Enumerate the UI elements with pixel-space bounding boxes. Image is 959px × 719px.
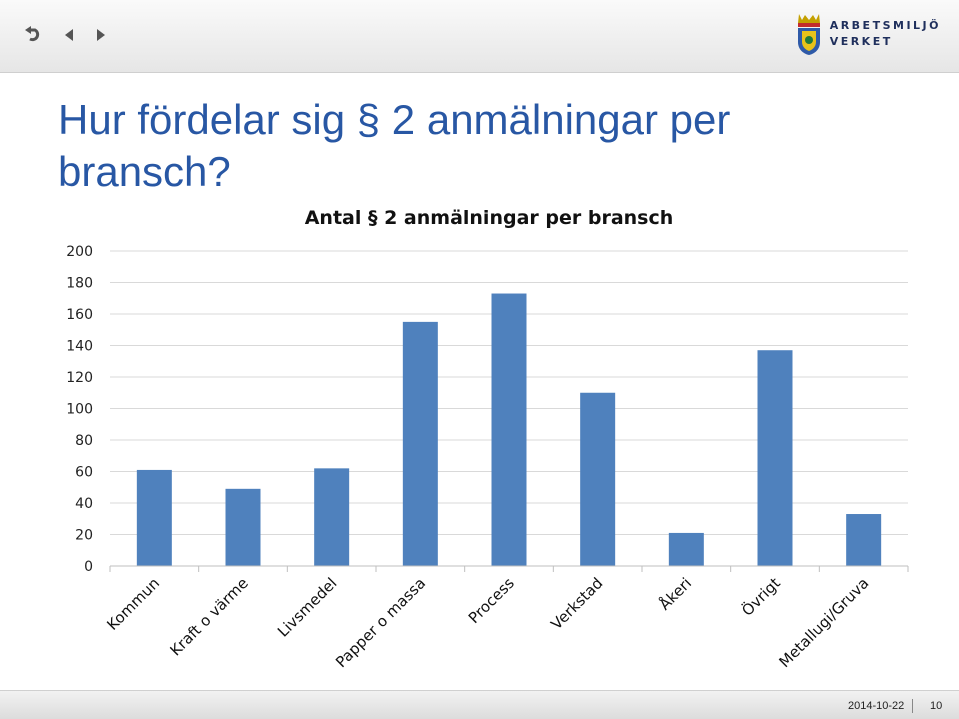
page-title-line2: bransch? [58, 148, 231, 195]
x-tick-label: Process [465, 574, 518, 627]
y-tick-label: 80 [75, 433, 93, 449]
bar [668, 532, 704, 566]
bar [402, 321, 438, 566]
bars [136, 293, 882, 566]
bar [846, 514, 882, 566]
y-tick-label: 20 [75, 528, 93, 544]
logo: ARBETSMILJÖ VERKET [794, 10, 941, 58]
y-axis: 0 20 40 60 80 100 120 140 160 180 200 [66, 244, 93, 575]
bar [580, 392, 616, 566]
x-tick-label: Kraft o värme [167, 574, 252, 659]
undo-icon[interactable] [22, 24, 44, 46]
y-tick-label: 0 [84, 559, 93, 575]
y-tick-label: 100 [66, 402, 93, 418]
page-number: 10 [930, 700, 943, 712]
chart-title: Antal § 2 anmälningar per bransch [305, 207, 674, 229]
previous-slide-button[interactable] [58, 24, 80, 46]
x-tick-label: Kommun [103, 574, 163, 634]
page-title: Hur fördelar sig § 2 anmälningar per bra… [58, 94, 818, 198]
x-tick-label: Övrigt [738, 573, 784, 619]
bar [136, 469, 172, 566]
toolbar: ARBETSMILJÖ VERKET [0, 0, 959, 73]
footer: 2014-10-22 10 [0, 690, 959, 719]
y-tick-label: 140 [66, 339, 93, 355]
y-tick-label: 200 [66, 244, 93, 260]
footer-divider [912, 699, 913, 713]
y-tick-label: 40 [75, 496, 93, 512]
coat-of-arms-icon [797, 14, 820, 55]
next-slide-button[interactable] [90, 24, 112, 46]
bar [757, 350, 793, 566]
bar [225, 488, 261, 566]
x-tick-label: Åkeri [655, 573, 695, 613]
x-tick-label: Verkstad [547, 574, 606, 633]
logo-line2: VERKET [829, 35, 893, 48]
arrow-right-icon [97, 29, 105, 41]
footer-date: 2014-10-22 [848, 700, 905, 712]
logo-line1: ARBETSMILJÖ [829, 19, 941, 32]
bar [491, 293, 527, 566]
x-tick-label: Metallugi/Gruva [775, 574, 872, 671]
y-tick-label: 120 [66, 370, 93, 386]
y-tick-label: 60 [75, 465, 93, 481]
x-tick-label: Livsmedel [274, 574, 340, 640]
bar [314, 468, 350, 566]
y-tick-label: 160 [66, 307, 93, 323]
page-title-line1: Hur fördelar sig § 2 anmälningar per [58, 96, 731, 143]
x-tick-label: Papper o massa [332, 574, 429, 671]
arrow-left-icon [65, 29, 73, 41]
y-tick-label: 180 [66, 276, 93, 292]
